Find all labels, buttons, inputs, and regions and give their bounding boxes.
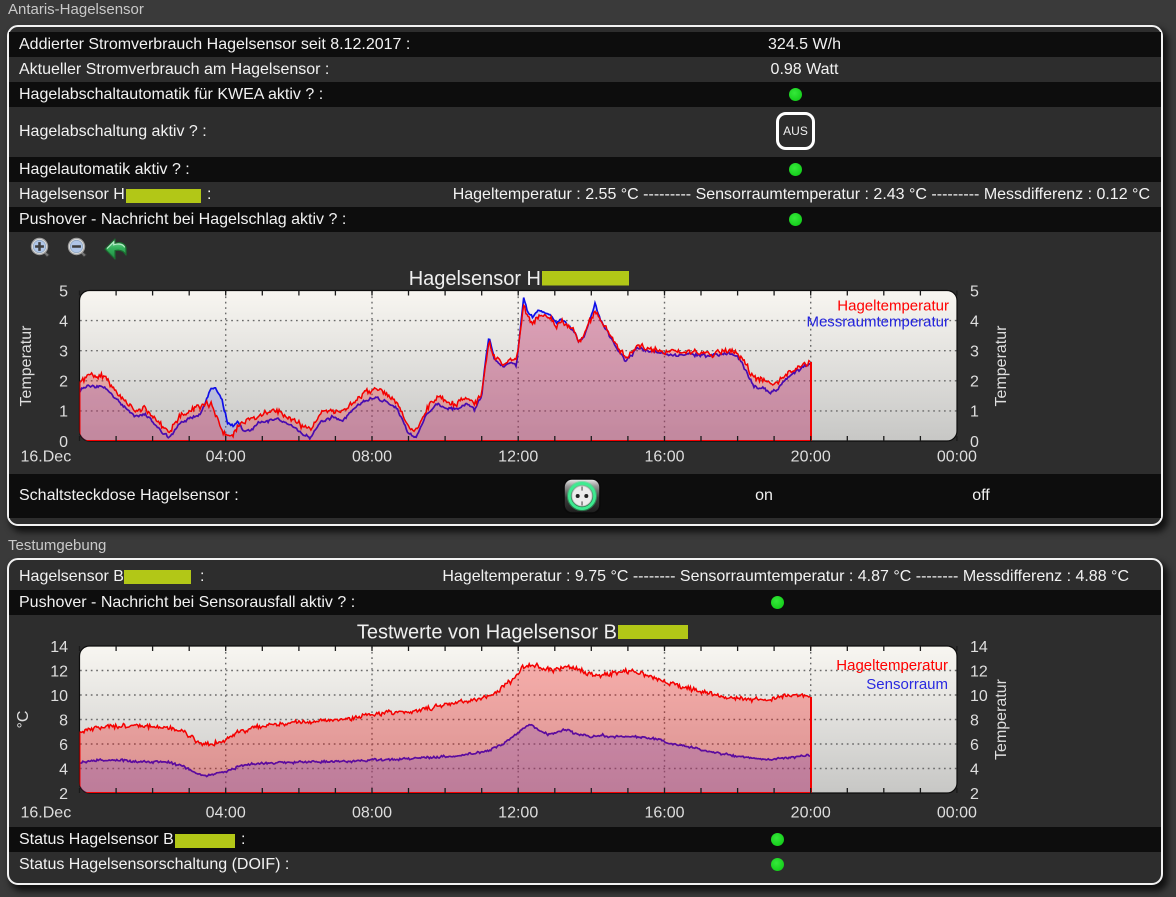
svg-text:4: 4 — [59, 313, 68, 330]
svg-text:5: 5 — [970, 283, 979, 300]
svg-text:Sensorraum: Sensorraum — [866, 676, 948, 693]
svg-text:04:00: 04:00 — [206, 449, 246, 466]
svg-text:10: 10 — [50, 688, 68, 705]
svg-text:00:00: 00:00 — [937, 805, 977, 822]
svg-text:16:00: 16:00 — [644, 805, 684, 822]
svg-text:2: 2 — [970, 374, 979, 391]
svg-text:3: 3 — [970, 344, 979, 361]
svg-text:12:00: 12:00 — [498, 805, 538, 822]
svg-text:2: 2 — [59, 786, 68, 803]
svg-text:04:00: 04:00 — [206, 805, 246, 822]
svg-text:20:00: 20:00 — [791, 449, 831, 466]
svg-text:0: 0 — [59, 434, 68, 451]
svg-text:3: 3 — [59, 344, 68, 361]
svg-text:Testwerte von Hagelsensor B: Testwerte von Hagelsensor B — [357, 622, 617, 644]
svg-text:4: 4 — [970, 761, 979, 778]
svg-text:14: 14 — [50, 639, 68, 656]
svg-text:6: 6 — [59, 737, 68, 754]
svg-text:1: 1 — [59, 404, 68, 421]
svg-text:Messraumtemperatur: Messraumtemperatur — [806, 314, 949, 331]
svg-text:00:00: 00:00 — [937, 449, 977, 466]
svg-text:Temperatur: Temperatur — [993, 325, 1010, 407]
svg-text:°C: °C — [15, 711, 32, 729]
svg-text:Temperatur: Temperatur — [993, 678, 1010, 760]
svg-text:Hagelsensor H: Hagelsensor H — [409, 268, 541, 290]
svg-text:08:00: 08:00 — [352, 805, 392, 822]
svg-text:6: 6 — [970, 737, 979, 754]
svg-text:8: 8 — [59, 712, 68, 729]
svg-text:14: 14 — [970, 639, 988, 656]
svg-text:16:00: 16:00 — [644, 449, 684, 466]
svg-text:4: 4 — [59, 761, 68, 778]
svg-text:4: 4 — [970, 313, 979, 330]
svg-text:10: 10 — [970, 688, 988, 705]
svg-text:8: 8 — [970, 712, 979, 729]
svg-text:Hageltemperatur: Hageltemperatur — [836, 657, 948, 674]
svg-text:16.Dec: 16.Dec — [21, 449, 72, 466]
svg-text:12: 12 — [50, 663, 68, 680]
svg-text:2: 2 — [59, 374, 68, 391]
svg-text:Hageltemperatur: Hageltemperatur — [837, 298, 949, 315]
svg-text:2: 2 — [970, 786, 979, 803]
svg-text:1: 1 — [970, 404, 979, 421]
svg-text:08:00: 08:00 — [352, 449, 392, 466]
svg-text:5: 5 — [59, 283, 68, 300]
svg-text:20:00: 20:00 — [791, 805, 831, 822]
svg-text:Temperatur: Temperatur — [18, 325, 35, 407]
svg-text:16.Dec: 16.Dec — [21, 805, 72, 822]
svg-text:12: 12 — [970, 663, 988, 680]
svg-text:0: 0 — [970, 434, 979, 451]
svg-text:12:00: 12:00 — [498, 449, 538, 466]
